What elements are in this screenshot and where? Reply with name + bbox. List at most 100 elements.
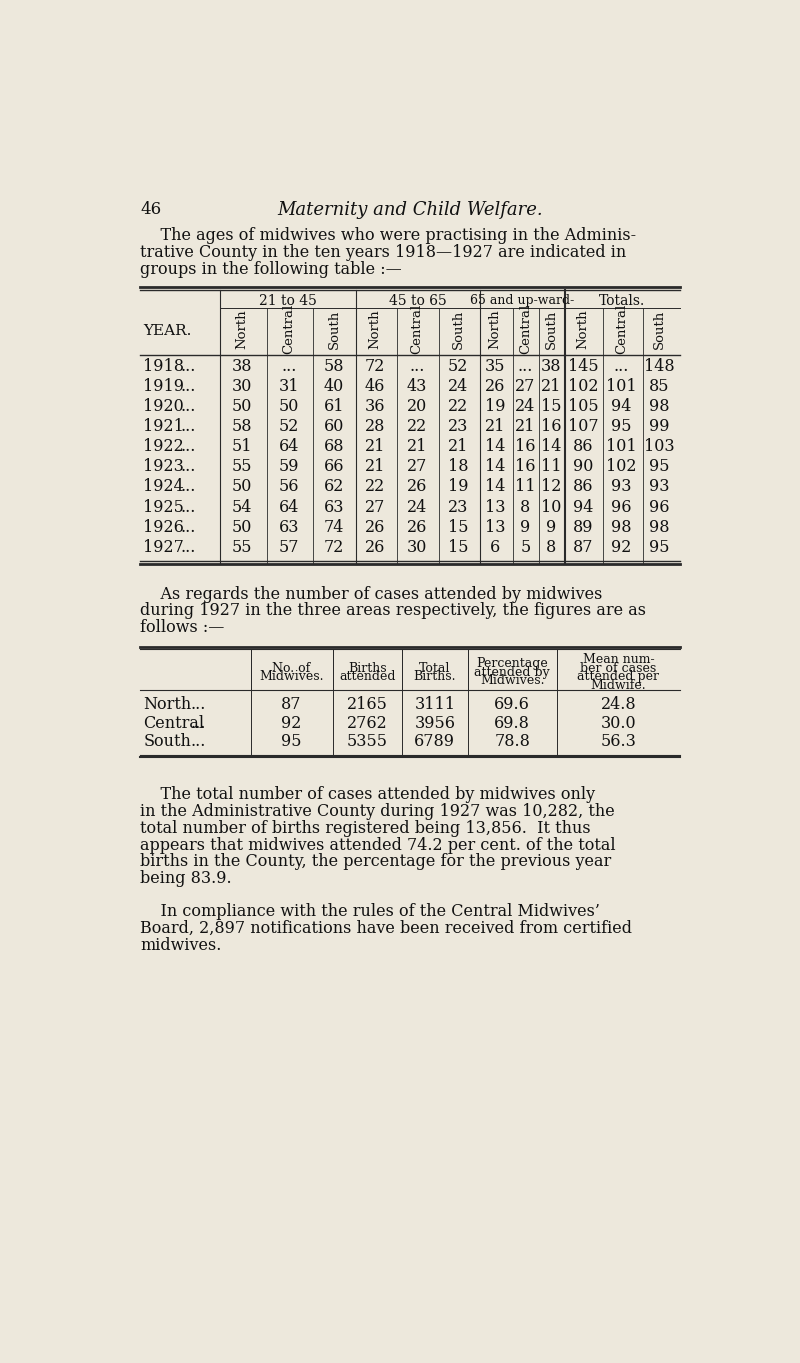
Text: Totals.: Totals.: [599, 294, 646, 308]
Text: The ages of midwives who were practising in the Adminis-: The ages of midwives who were practising…: [140, 226, 637, 244]
Text: 8: 8: [520, 499, 530, 515]
Text: during 1927 in the three areas respectively, the figures are as: during 1927 in the three areas respectiv…: [140, 602, 646, 619]
Text: ber of cases: ber of cases: [580, 662, 657, 675]
Text: North: North: [235, 309, 248, 349]
Text: 30: 30: [406, 538, 427, 556]
Text: 69.6: 69.6: [494, 696, 530, 713]
Text: 3956: 3956: [414, 714, 455, 732]
Text: 40: 40: [324, 379, 344, 395]
Text: 23: 23: [448, 418, 468, 435]
Text: 21: 21: [365, 458, 386, 476]
Text: Births: Births: [348, 662, 386, 675]
Text: 16: 16: [515, 458, 536, 476]
Text: ...: ...: [181, 439, 196, 455]
Text: 38: 38: [541, 358, 562, 375]
Text: 46: 46: [365, 379, 386, 395]
Text: In compliance with the rules of the Central Midwives’: In compliance with the rules of the Cent…: [140, 902, 600, 920]
Text: 24.8: 24.8: [601, 696, 636, 713]
Text: ...: ...: [181, 499, 196, 515]
Text: 95: 95: [650, 458, 670, 476]
Text: South: South: [653, 309, 666, 349]
Text: 95: 95: [611, 418, 632, 435]
Text: 8: 8: [546, 538, 556, 556]
Text: 46: 46: [140, 200, 162, 218]
Text: 66: 66: [324, 458, 344, 476]
Text: ...: ...: [190, 733, 206, 751]
Text: 30.0: 30.0: [601, 714, 636, 732]
Text: 26: 26: [406, 478, 427, 496]
Text: 1923: 1923: [143, 458, 184, 476]
Text: 50: 50: [232, 398, 252, 416]
Text: 96: 96: [650, 499, 670, 515]
Text: 148: 148: [644, 358, 675, 375]
Text: 61: 61: [324, 398, 344, 416]
Text: 1919: 1919: [143, 379, 184, 395]
Text: appears that midwives attended 74.2 per cent. of the total: appears that midwives attended 74.2 per …: [140, 837, 616, 853]
Text: 64: 64: [279, 439, 299, 455]
Text: 74: 74: [324, 518, 344, 536]
Text: No. of: No. of: [272, 662, 310, 675]
Text: 64: 64: [279, 499, 299, 515]
Text: 69.8: 69.8: [494, 714, 530, 732]
Text: South: South: [143, 733, 191, 751]
Text: 58: 58: [324, 358, 344, 375]
Text: 60: 60: [324, 418, 344, 435]
Text: 20: 20: [407, 398, 427, 416]
Text: Central: Central: [282, 304, 296, 354]
Text: attended per: attended per: [578, 671, 659, 683]
Text: Total: Total: [419, 662, 450, 675]
Text: Central: Central: [143, 714, 205, 732]
Text: 15: 15: [541, 398, 562, 416]
Text: 98: 98: [611, 518, 632, 536]
Text: 72: 72: [324, 538, 344, 556]
Text: ...: ...: [181, 358, 196, 375]
Text: ...: ...: [181, 398, 196, 416]
Text: ...: ...: [181, 478, 196, 496]
Text: 86: 86: [573, 478, 593, 496]
Text: 23: 23: [448, 499, 468, 515]
Text: ...: ...: [282, 358, 297, 375]
Text: 35: 35: [485, 358, 506, 375]
Text: ...: ...: [518, 358, 533, 375]
Text: 21: 21: [406, 439, 427, 455]
Text: total number of births registered being 13,856.  It thus: total number of births registered being …: [140, 819, 591, 837]
Text: 51: 51: [231, 439, 252, 455]
Text: ...: ...: [190, 714, 206, 732]
Text: 21: 21: [485, 418, 506, 435]
Text: 87: 87: [281, 696, 302, 713]
Text: births in the County, the percentage for the previous year: births in the County, the percentage for…: [140, 853, 611, 871]
Text: 27: 27: [365, 499, 386, 515]
Text: 103: 103: [644, 439, 675, 455]
Text: South: South: [545, 309, 558, 349]
Text: 2165: 2165: [347, 696, 388, 713]
Text: 99: 99: [650, 418, 670, 435]
Text: 9: 9: [520, 518, 530, 536]
Text: 15: 15: [448, 518, 468, 536]
Text: attended: attended: [339, 671, 396, 683]
Text: 102: 102: [567, 379, 598, 395]
Text: 14: 14: [485, 458, 506, 476]
Text: Midwife.: Midwife.: [590, 679, 646, 691]
Text: Births.: Births.: [414, 671, 456, 683]
Text: 28: 28: [365, 418, 386, 435]
Text: 11: 11: [541, 458, 562, 476]
Text: trative County in the ten years 1918—1927 are indicated in: trative County in the ten years 1918—192…: [140, 244, 626, 260]
Text: attended by: attended by: [474, 665, 550, 679]
Text: Central: Central: [519, 304, 532, 354]
Text: 1927: 1927: [143, 538, 184, 556]
Text: 57: 57: [279, 538, 299, 556]
Text: ...: ...: [181, 379, 196, 395]
Text: 63: 63: [324, 499, 344, 515]
Text: 85: 85: [650, 379, 670, 395]
Text: Central: Central: [410, 304, 423, 354]
Text: 72: 72: [365, 358, 386, 375]
Text: 5: 5: [520, 538, 530, 556]
Text: 105: 105: [567, 398, 598, 416]
Text: 90: 90: [573, 458, 593, 476]
Text: 94: 94: [611, 398, 632, 416]
Text: 26: 26: [406, 518, 427, 536]
Text: 24: 24: [407, 499, 427, 515]
Text: 12: 12: [541, 478, 562, 496]
Text: 58: 58: [231, 418, 252, 435]
Text: YEAR.: YEAR.: [143, 324, 192, 338]
